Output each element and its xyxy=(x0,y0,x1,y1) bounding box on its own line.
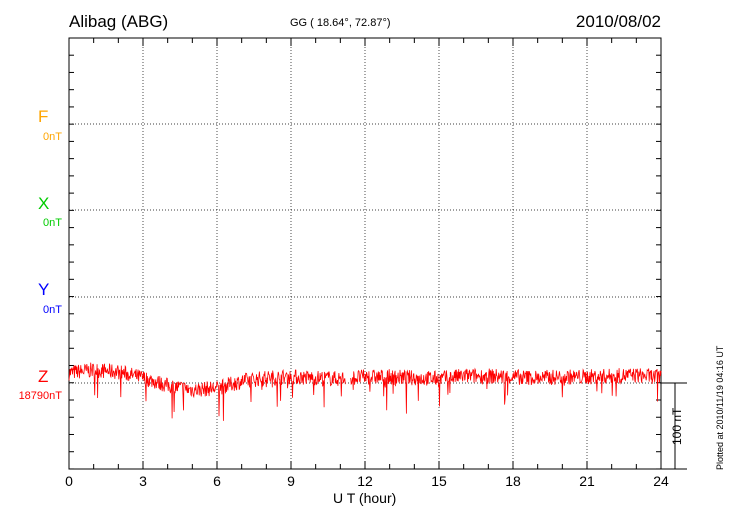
x-tick-label: 0 xyxy=(65,473,73,489)
x-tick-label: 9 xyxy=(287,473,295,489)
x-tick-label: 6 xyxy=(213,473,221,489)
z-series-line xyxy=(68,362,662,421)
component-baseline-x: 0nT xyxy=(43,217,62,229)
x-axis-label: U T (hour) xyxy=(333,490,397,506)
x-tick-label: 21 xyxy=(579,473,595,489)
chart-subtitle: GG ( 18.64°, 72.87°) xyxy=(290,17,391,29)
component-label-y: Y xyxy=(38,280,50,299)
component-label-x: X xyxy=(38,194,50,213)
component-baseline-y: 0nT xyxy=(43,304,62,316)
chart-date: 2010/08/02 xyxy=(575,12,661,31)
x-tick-label: 18 xyxy=(505,473,521,489)
chart-title: Alibag (ABG) xyxy=(69,12,169,31)
component-baseline-f: 0nT xyxy=(43,131,62,143)
x-tick-label: 15 xyxy=(431,473,447,489)
component-label-f: F xyxy=(38,107,49,126)
x-tick-label: 24 xyxy=(653,473,669,489)
x-tick-label: 3 xyxy=(139,473,147,489)
component-baseline-z: 18790nT xyxy=(18,390,62,402)
x-tick-label: 12 xyxy=(357,473,373,489)
component-label-z: Z xyxy=(38,367,49,386)
